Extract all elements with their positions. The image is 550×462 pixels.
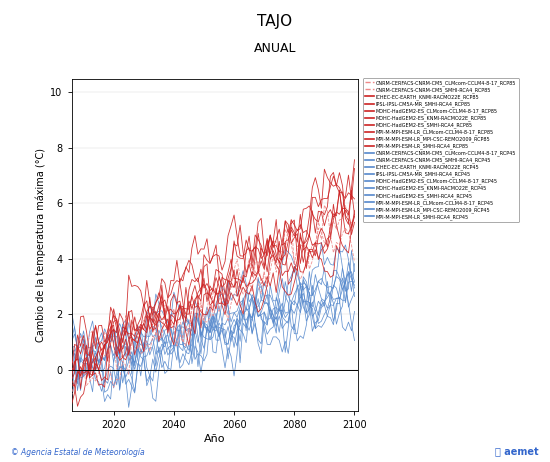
Y-axis label: Cambio de la temperatura máxima (°C): Cambio de la temperatura máxima (°C) [36, 148, 46, 342]
Text: ANUAL: ANUAL [254, 42, 296, 55]
Text: Ⓜ aemet: Ⓜ aemet [496, 447, 539, 457]
X-axis label: Año: Año [204, 434, 226, 444]
Text: TAJO: TAJO [257, 14, 293, 29]
Legend: CNRM-CERFACS-CNRM-CM5_CLMcom-CCLM4-8-17_RCP85, CNRM-CERFACS-CNRM-CM5_SMHI-RCA4_R: CNRM-CERFACS-CNRM-CM5_CLMcom-CCLM4-8-17_… [363, 78, 519, 222]
Text: © Agencia Estatal de Meteorología: © Agencia Estatal de Meteorología [11, 449, 145, 457]
